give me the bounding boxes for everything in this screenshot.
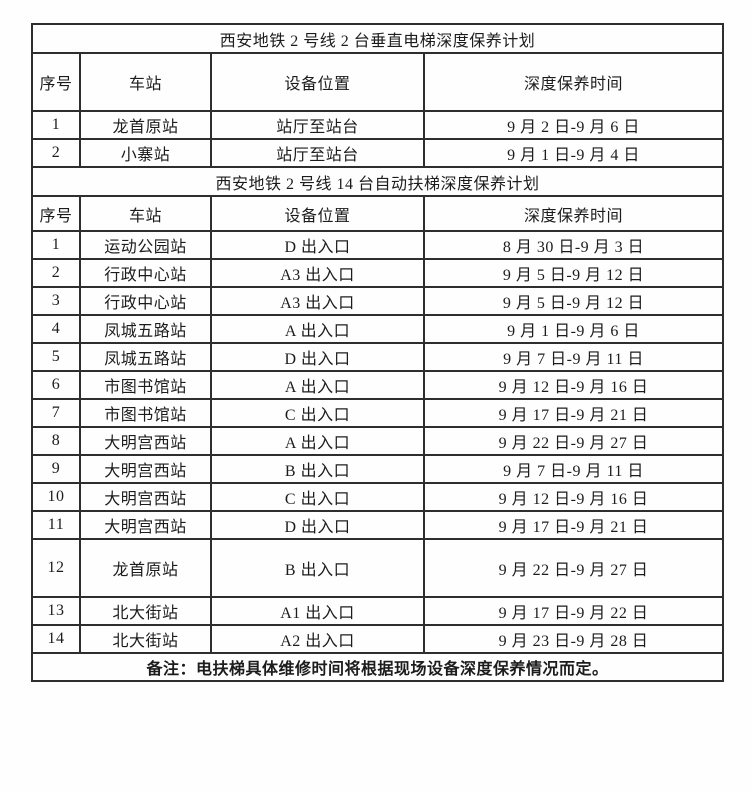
station-cell: 北大街站 <box>79 624 212 654</box>
time-cell: 9 月 5 日-9 月 12 日 <box>422 286 725 316</box>
time-cell: 8 月 30 日-9 月 3 日 <box>422 230 725 260</box>
station-header-cell: 车站 <box>79 52 212 112</box>
table-row: 14 北大街站 A2 出入口 9 月 23 日-9 月 28 日 <box>31 624 725 654</box>
footer-note: 备注：电扶梯具体维修时间将根据现场设备深度保养情况而定。 <box>30 652 725 682</box>
table2-title-row: 西安地铁 2 号线 14 台自动扶梯深度保养计划 <box>30 166 725 197</box>
location-cell: B 出入口 <box>210 454 425 484</box>
time-cell: 9 月 23 日-9 月 28 日 <box>422 624 725 654</box>
time-cell: 9 月 22 日-9 月 27 日 <box>422 426 725 456</box>
table1-title-row: 西安地铁 2 号线 2 台垂直电梯深度保养计划 <box>30 23 725 54</box>
time-cell: 9 月 17 日-9 月 21 日 <box>422 510 725 540</box>
location-cell: A3 出入口 <box>210 286 425 316</box>
station-cell: 运动公园站 <box>79 230 212 260</box>
serial-cell: 10 <box>31 482 81 512</box>
time-cell: 9 月 17 日-9 月 22 日 <box>422 596 725 626</box>
station-cell: 大明宫西站 <box>79 454 212 484</box>
table1-header-row: 序号 车站 设备位置 深度保养时间 <box>31 52 725 112</box>
time-cell: 9 月 5 日-9 月 12 日 <box>422 258 725 288</box>
serial-cell: 12 <box>31 538 81 598</box>
table-row: 11 大明宫西站 D 出入口 9 月 17 日-9 月 21 日 <box>31 510 725 540</box>
location-cell: A 出入口 <box>210 426 425 456</box>
table-row: 3 行政中心站 A3 出入口 9 月 5 日-9 月 12 日 <box>31 286 725 316</box>
station-cell: 大明宫西站 <box>79 482 212 512</box>
station-cell: 龙首原站 <box>79 538 212 598</box>
time-cell: 9 月 7 日-9 月 11 日 <box>422 342 725 372</box>
station-cell: 大明宫西站 <box>79 426 212 456</box>
station-cell: 龙首原站 <box>79 110 212 140</box>
serial-cell: 8 <box>31 426 81 456</box>
station-cell: 市图书馆站 <box>79 370 212 400</box>
station-cell: 凤城五路站 <box>79 314 212 344</box>
table-row: 1 龙首原站 站厅至站台 9 月 2 日-9 月 6 日 <box>31 110 725 140</box>
station-cell: 大明宫西站 <box>79 510 212 540</box>
location-cell: 站厅至站台 <box>210 110 425 140</box>
table2-title: 西安地铁 2 号线 14 台自动扶梯深度保养计划 <box>30 166 725 197</box>
time-cell: 9 月 12 日-9 月 16 日 <box>422 482 725 512</box>
table2-header-row: 序号 车站 设备位置 深度保养时间 <box>31 195 725 232</box>
serial-cell: 5 <box>31 342 81 372</box>
table-row: 4 凤城五路站 A 出入口 9 月 1 日-9 月 6 日 <box>31 314 725 344</box>
location-cell: B 出入口 <box>210 538 425 598</box>
time-cell: 9 月 1 日-9 月 6 日 <box>422 314 725 344</box>
serial-cell: 14 <box>31 624 81 654</box>
location-cell: C 出入口 <box>210 482 425 512</box>
serial-cell: 3 <box>31 286 81 316</box>
table-row: 13 北大街站 A1 出入口 9 月 17 日-9 月 22 日 <box>31 596 725 626</box>
location-header-cell: 设备位置 <box>210 52 425 112</box>
table-row: 9 大明宫西站 B 出入口 9 月 7 日-9 月 11 日 <box>31 454 725 484</box>
serial-header-cell: 序号 <box>31 52 81 112</box>
time-cell: 9 月 7 日-9 月 11 日 <box>422 454 725 484</box>
location-cell: 站厅至站台 <box>210 138 425 168</box>
station-cell: 北大街站 <box>79 596 212 626</box>
station-cell: 凤城五路站 <box>79 342 212 372</box>
serial-cell: 4 <box>31 314 81 344</box>
time-header-cell: 深度保养时间 <box>422 195 725 232</box>
location-cell: A 出入口 <box>210 314 425 344</box>
location-cell: D 出入口 <box>210 510 425 540</box>
location-cell: A1 出入口 <box>210 596 425 626</box>
serial-cell: 2 <box>31 138 81 168</box>
serial-header-cell: 序号 <box>31 195 81 232</box>
serial-cell: 1 <box>31 230 81 260</box>
location-cell: A 出入口 <box>210 370 425 400</box>
table1-title: 西安地铁 2 号线 2 台垂直电梯深度保养计划 <box>30 23 725 54</box>
table-row: 5 凤城五路站 D 出入口 9 月 7 日-9 月 11 日 <box>31 342 725 372</box>
serial-cell: 9 <box>31 454 81 484</box>
station-cell: 市图书馆站 <box>79 398 212 428</box>
table-row: 10 大明宫西站 C 出入口 9 月 12 日-9 月 16 日 <box>31 482 725 512</box>
location-cell: C 出入口 <box>210 398 425 428</box>
time-cell: 9 月 2 日-9 月 6 日 <box>422 110 725 140</box>
serial-cell: 11 <box>31 510 81 540</box>
table-row: 7 市图书馆站 C 出入口 9 月 17 日-9 月 21 日 <box>31 398 725 428</box>
station-cell: 小寨站 <box>79 138 212 168</box>
station-cell: 行政中心站 <box>79 258 212 288</box>
serial-cell: 1 <box>31 110 81 140</box>
time-header-cell: 深度保养时间 <box>422 52 725 112</box>
table-row: 6 市图书馆站 A 出入口 9 月 12 日-9 月 16 日 <box>31 370 725 400</box>
table-row: 2 行政中心站 A3 出入口 9 月 5 日-9 月 12 日 <box>31 258 725 288</box>
location-cell: A2 出入口 <box>210 624 425 654</box>
time-cell: 9 月 1 日-9 月 4 日 <box>422 138 725 168</box>
location-cell: D 出入口 <box>210 342 425 372</box>
footer-note-row: 备注：电扶梯具体维修时间将根据现场设备深度保养情况而定。 <box>30 652 725 682</box>
location-cell: D 出入口 <box>210 230 425 260</box>
location-cell: A3 出入口 <box>210 258 425 288</box>
serial-cell: 6 <box>31 370 81 400</box>
time-cell: 9 月 22 日-9 月 27 日 <box>422 538 725 598</box>
station-header-cell: 车站 <box>79 195 212 232</box>
time-cell: 9 月 12 日-9 月 16 日 <box>422 370 725 400</box>
time-cell: 9 月 17 日-9 月 21 日 <box>422 398 725 428</box>
table-row: 2 小寨站 站厅至站台 9 月 1 日-9 月 4 日 <box>31 138 725 168</box>
serial-cell: 2 <box>31 258 81 288</box>
table-row: 12 龙首原站 B 出入口 9 月 22 日-9 月 27 日 <box>31 538 725 598</box>
serial-cell: 13 <box>31 596 81 626</box>
serial-cell: 7 <box>31 398 81 428</box>
table-row: 1 运动公园站 D 出入口 8 月 30 日-9 月 3 日 <box>31 230 725 260</box>
station-cell: 行政中心站 <box>79 286 212 316</box>
location-header-cell: 设备位置 <box>210 195 425 232</box>
maintenance-plan-table: 西安地铁 2 号线 2 台垂直电梯深度保养计划 序号 车站 设备位置 深度保养时… <box>30 23 725 682</box>
table-row: 8 大明宫西站 A 出入口 9 月 22 日-9 月 27 日 <box>31 426 725 456</box>
